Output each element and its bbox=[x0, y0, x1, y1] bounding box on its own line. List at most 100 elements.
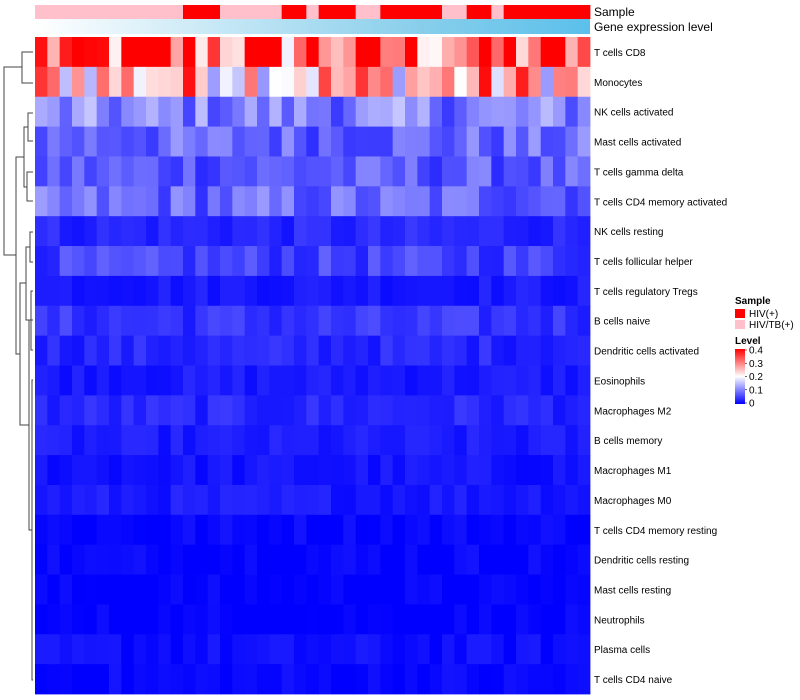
heatmap-cell bbox=[503, 66, 517, 98]
heatmap-cell bbox=[368, 395, 381, 426]
heatmap-cell bbox=[355, 96, 369, 127]
heatmap-cell bbox=[306, 96, 320, 127]
heatmap-cell bbox=[454, 574, 468, 605]
heatmap-cell bbox=[133, 305, 147, 337]
heatmap-cell bbox=[281, 66, 295, 98]
sample-annotation-cell bbox=[47, 5, 61, 19]
heatmap-cell bbox=[183, 514, 196, 546]
heatmap-cell bbox=[516, 37, 529, 68]
heatmap-cell bbox=[318, 365, 332, 396]
heatmap-cell bbox=[540, 216, 554, 247]
heatmap-cell bbox=[331, 574, 344, 605]
level-tick-label: 0.2 bbox=[749, 372, 763, 383]
heatmap-cell bbox=[306, 156, 320, 187]
heatmap-cell bbox=[257, 335, 270, 366]
heatmap-cell bbox=[540, 604, 554, 635]
heatmap-cell bbox=[479, 66, 492, 98]
heatmap-cell bbox=[516, 305, 529, 337]
sample-annotation-cell bbox=[294, 5, 307, 19]
heatmap-cell bbox=[96, 66, 110, 98]
heatmap-cell bbox=[355, 126, 369, 157]
heatmap-cell bbox=[528, 246, 542, 277]
sample-annotation-cell bbox=[84, 5, 98, 19]
heatmap-cell bbox=[281, 275, 295, 307]
heatmap-cell bbox=[343, 544, 357, 575]
heatmap-cell bbox=[35, 126, 48, 157]
heatmap-cell bbox=[466, 126, 480, 157]
heatmap-cell bbox=[232, 186, 246, 217]
heatmap-cell bbox=[466, 275, 480, 307]
heatmap-cell bbox=[220, 514, 233, 546]
heatmap-cell bbox=[96, 455, 110, 486]
heatmap-cell bbox=[96, 156, 110, 187]
heatmap-cell bbox=[405, 365, 418, 396]
heatmap-cell bbox=[109, 66, 122, 98]
heatmap-cell bbox=[392, 96, 406, 127]
heatmap-cell bbox=[318, 246, 332, 277]
heatmap-cell bbox=[392, 634, 406, 665]
heatmap-cell bbox=[281, 574, 295, 605]
heatmap-cell bbox=[72, 305, 85, 337]
heatmap-cell bbox=[244, 574, 258, 605]
heatmap-cell bbox=[244, 156, 258, 187]
heatmap-cell bbox=[479, 455, 492, 486]
heatmap-cell bbox=[47, 96, 61, 127]
heatmap-cell bbox=[442, 574, 455, 605]
heatmap-cell bbox=[72, 335, 85, 366]
sample-annotation-track bbox=[35, 5, 591, 19]
heatmap-cell bbox=[429, 425, 443, 456]
heatmap-cell bbox=[47, 246, 61, 277]
heatmap-cell bbox=[84, 275, 98, 307]
heatmap-cell bbox=[281, 604, 295, 635]
heatmap-cell bbox=[269, 186, 283, 217]
heatmap-cell bbox=[380, 574, 394, 605]
heatmap-cell bbox=[220, 126, 233, 157]
heatmap-cell bbox=[355, 66, 369, 98]
heatmap-cell bbox=[343, 156, 357, 187]
heatmap-cell bbox=[257, 664, 270, 695]
heatmap-cell bbox=[109, 365, 122, 396]
heatmap-cell bbox=[96, 634, 110, 665]
heatmap-cell bbox=[170, 425, 184, 456]
row-label: Plasma cells bbox=[594, 645, 650, 656]
heatmap-cell bbox=[528, 514, 542, 546]
heatmap-cell bbox=[417, 514, 431, 546]
heatmap-cell bbox=[565, 126, 579, 157]
heatmap-cell bbox=[269, 156, 283, 187]
heatmap-cell bbox=[269, 275, 283, 307]
heatmap-cell bbox=[516, 335, 529, 366]
heatmap-cell bbox=[577, 664, 591, 695]
heatmap-cell bbox=[318, 216, 332, 247]
heatmap-cell bbox=[466, 544, 480, 575]
sample-annotation-cell bbox=[528, 5, 542, 19]
heatmap-cell bbox=[491, 66, 505, 98]
heatmap-cell bbox=[158, 365, 172, 396]
heatmap-cell bbox=[454, 126, 468, 157]
heatmap-cell bbox=[133, 574, 147, 605]
heatmap-cell bbox=[294, 275, 307, 307]
heatmap-cell bbox=[577, 484, 591, 516]
sample-annotation-cell bbox=[368, 5, 381, 19]
heatmap-cell bbox=[466, 664, 480, 695]
heatmap-cell bbox=[146, 544, 159, 575]
heatmap-cell bbox=[491, 425, 505, 456]
heatmap-cell bbox=[133, 634, 147, 665]
heatmap-cell bbox=[257, 275, 270, 307]
heatmap-cell bbox=[133, 664, 147, 695]
heatmap-cell bbox=[72, 275, 85, 307]
heatmap-cell bbox=[59, 425, 73, 456]
heatmap-cell bbox=[331, 634, 344, 665]
heatmap-cell bbox=[392, 186, 406, 217]
heatmap-cell bbox=[146, 66, 159, 98]
heatmap-cell bbox=[355, 305, 369, 337]
heatmap-cell bbox=[158, 514, 172, 546]
heatmap-cell bbox=[331, 305, 344, 337]
heatmap-cell bbox=[121, 514, 135, 546]
heatmap-cell bbox=[528, 335, 542, 366]
heatmap-cell bbox=[257, 126, 270, 157]
heatmap-cell bbox=[355, 365, 369, 396]
heatmap-cell bbox=[84, 484, 98, 516]
heatmap-cell bbox=[294, 604, 307, 635]
heatmap-cell bbox=[331, 544, 344, 575]
sample-annotation-cell bbox=[232, 5, 246, 19]
